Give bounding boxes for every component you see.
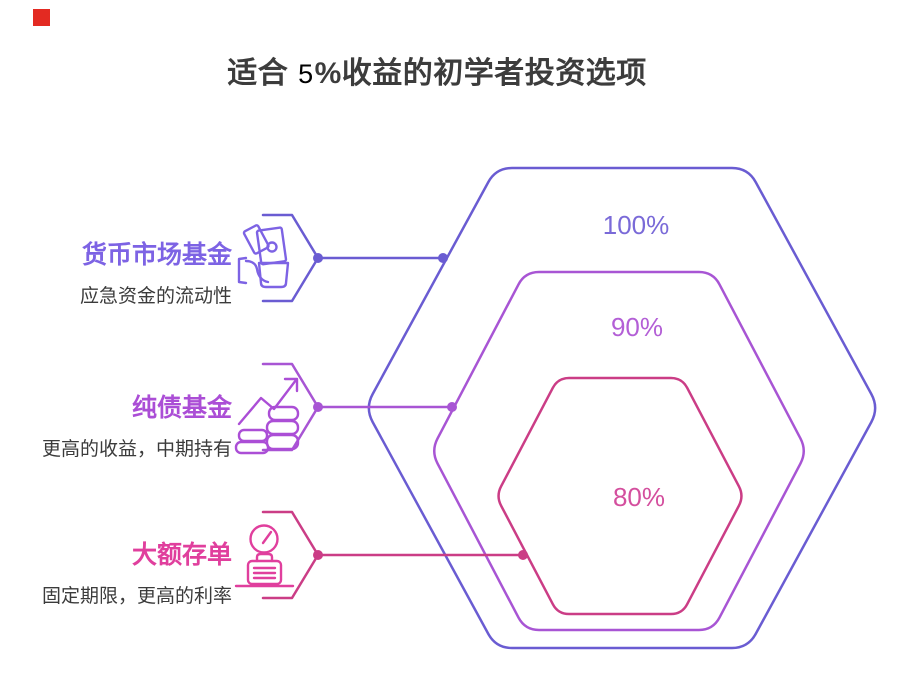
connector-dot bbox=[447, 402, 457, 412]
level-description: 应急资金的流动性 bbox=[79, 285, 232, 307]
level-description: 更高的收益，中期持有 bbox=[41, 438, 232, 460]
percent-label-100: 100% bbox=[602, 210, 670, 240]
level-description: 固定期限，更高的利率 bbox=[41, 585, 232, 607]
coins-growth-icon bbox=[234, 377, 300, 455]
connector-certificate-deposit bbox=[313, 550, 528, 560]
connector-money-market bbox=[313, 253, 448, 263]
level-label: 纯债基金 bbox=[131, 394, 232, 422]
title-part3: %收益的初学者投资选项 bbox=[314, 57, 647, 90]
percent-label-90: 90% bbox=[610, 312, 664, 342]
percent-label-80: 80% bbox=[612, 482, 666, 512]
hexagon-outer-100 bbox=[367, 166, 877, 650]
level-label: 大额存单 bbox=[131, 541, 232, 569]
hand-with-cash-icon bbox=[237, 224, 290, 289]
clock-deposit-icon bbox=[234, 524, 295, 588]
connector-dot bbox=[518, 550, 528, 560]
connector-dot bbox=[438, 253, 448, 263]
page-title: 适合 5%收益的初学者投资选项 bbox=[0, 48, 874, 92]
logo-mark bbox=[33, 9, 50, 26]
title-percent-number: 5 bbox=[298, 59, 314, 89]
bracket-certificate-deposit bbox=[261, 510, 320, 600]
hexagon-middle-90 bbox=[433, 270, 805, 632]
level-money-market: 货币市场基金 应急资金的流动性 bbox=[0, 241, 232, 308]
bracket-money-market bbox=[261, 213, 320, 303]
hexagon-inner-80 bbox=[497, 376, 743, 616]
title-part1: 适合 bbox=[227, 57, 298, 90]
level-certificate-deposit: 大额存单 固定期限，更高的利率 bbox=[0, 541, 232, 608]
connector-bond-fund bbox=[313, 402, 457, 412]
level-bond-fund: 纯债基金 更高的收益，中期持有 bbox=[0, 394, 232, 461]
level-label: 货币市场基金 bbox=[81, 241, 232, 269]
